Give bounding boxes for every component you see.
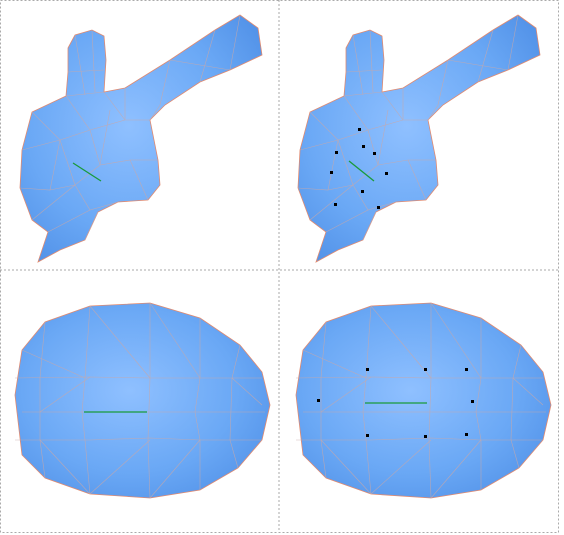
vertex-dots bbox=[330, 128, 388, 209]
edge bbox=[72, 162, 102, 182]
vertex-dots bbox=[317, 368, 474, 438]
panel-top-right bbox=[297, 14, 541, 263]
panel-top-left bbox=[19, 14, 263, 263]
panel-bottom-left bbox=[14, 302, 271, 499]
edge bbox=[348, 160, 375, 182]
panel-bottom-right bbox=[295, 302, 552, 499]
